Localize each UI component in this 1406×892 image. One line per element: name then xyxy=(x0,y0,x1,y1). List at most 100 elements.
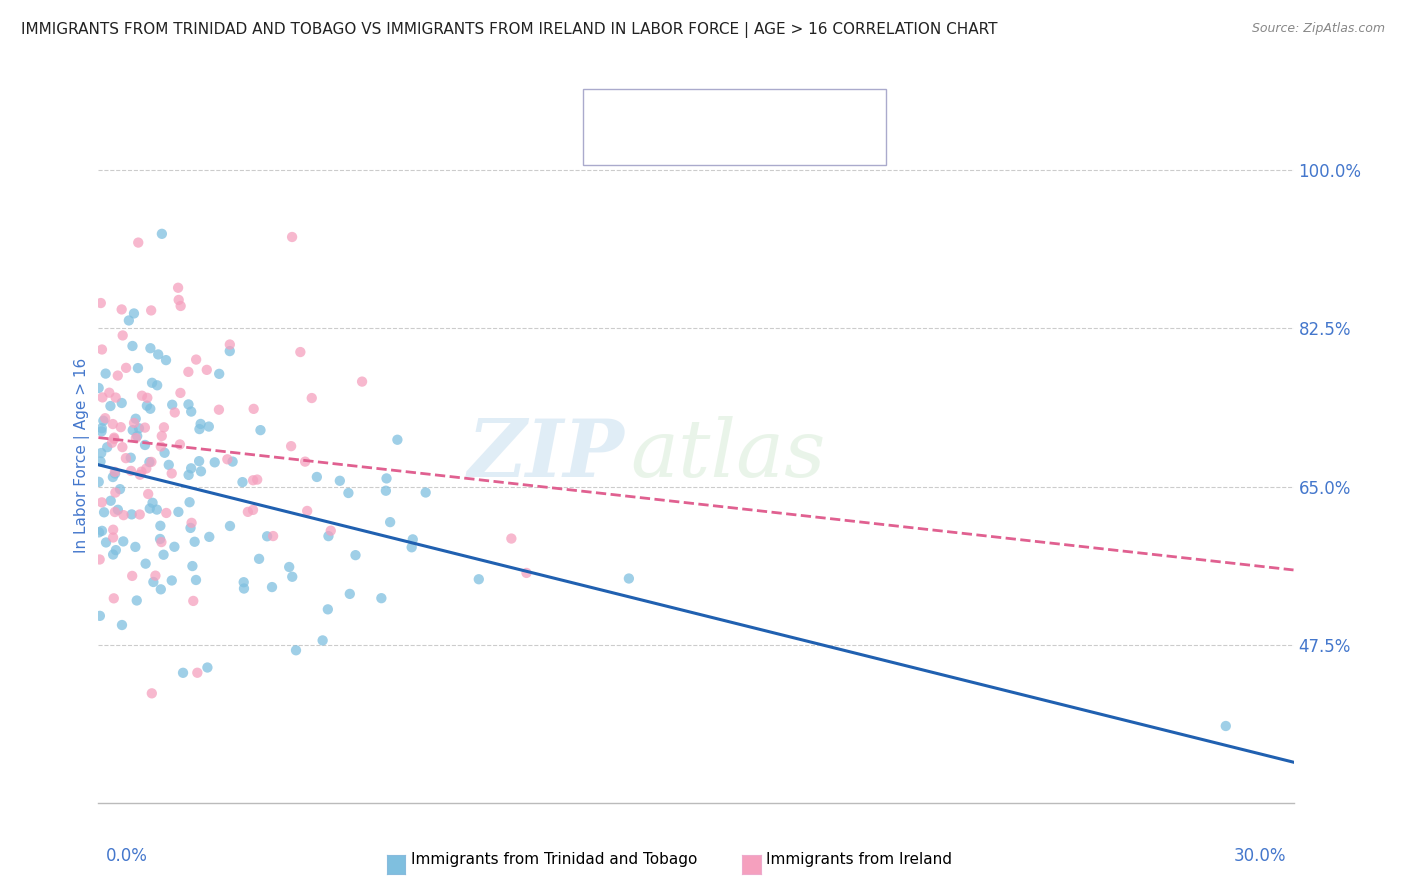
Point xyxy=(155,506,177,520)
Point xyxy=(190,417,212,431)
Point xyxy=(169,385,191,400)
Point xyxy=(141,455,163,469)
Point xyxy=(149,582,172,597)
Point xyxy=(188,454,211,468)
Point xyxy=(134,438,156,452)
Point xyxy=(149,532,172,546)
Point xyxy=(149,518,172,533)
Point xyxy=(104,543,127,558)
Point xyxy=(150,535,173,549)
Point xyxy=(190,464,212,478)
Point xyxy=(242,503,264,517)
Point xyxy=(89,454,111,468)
Point xyxy=(122,306,145,320)
Point xyxy=(1215,719,1237,733)
Point xyxy=(127,429,149,443)
Point xyxy=(280,439,302,453)
Point xyxy=(219,519,242,533)
Point xyxy=(90,425,112,439)
Point xyxy=(344,548,367,562)
Point xyxy=(218,337,240,351)
Point xyxy=(111,302,134,317)
Point xyxy=(186,665,208,680)
Point xyxy=(177,467,200,482)
Point xyxy=(177,397,200,411)
Point xyxy=(208,402,231,417)
Y-axis label: In Labor Force | Age > 16: In Labor Force | Age > 16 xyxy=(75,358,90,552)
Point xyxy=(152,548,174,562)
Point xyxy=(195,363,218,377)
Point xyxy=(180,461,202,475)
Point xyxy=(180,404,202,418)
Point xyxy=(402,533,425,547)
Point xyxy=(139,341,162,355)
Point xyxy=(141,303,163,318)
Point xyxy=(129,467,152,482)
Text: N =: N = xyxy=(721,134,758,152)
Point xyxy=(115,451,138,466)
Text: Source: ZipAtlas.com: Source: ZipAtlas.com xyxy=(1251,22,1385,36)
Point xyxy=(121,339,143,353)
Point xyxy=(94,411,117,425)
Text: -0.091: -0.091 xyxy=(662,134,721,152)
Point xyxy=(149,440,172,454)
Point xyxy=(104,391,127,405)
Text: atlas: atlas xyxy=(630,417,825,493)
Point xyxy=(94,367,117,381)
Point xyxy=(104,505,127,519)
Point xyxy=(93,505,115,519)
Point xyxy=(319,524,342,538)
Text: -0.431: -0.431 xyxy=(662,102,721,120)
Point xyxy=(337,486,360,500)
Point xyxy=(107,368,129,383)
Point xyxy=(172,665,194,680)
Point xyxy=(155,353,177,368)
Point xyxy=(100,399,122,413)
Text: Immigrants from Trinidad and Tobago: Immigrants from Trinidad and Tobago xyxy=(411,853,697,867)
Point xyxy=(103,432,125,446)
Point xyxy=(262,529,284,543)
Point xyxy=(145,568,167,582)
Point xyxy=(188,422,211,436)
Point xyxy=(100,493,122,508)
Point xyxy=(249,423,271,437)
Point xyxy=(184,573,207,587)
Point xyxy=(153,420,176,434)
Point xyxy=(246,473,269,487)
Point xyxy=(150,429,173,443)
Point xyxy=(87,475,110,489)
Point xyxy=(370,591,392,606)
Point xyxy=(101,470,124,484)
Point xyxy=(148,347,170,361)
Point xyxy=(108,482,131,496)
Text: R =: R = xyxy=(626,102,662,120)
Point xyxy=(87,525,110,540)
Point xyxy=(89,552,111,566)
Text: R =: R = xyxy=(626,134,662,152)
Point xyxy=(515,566,537,580)
Point xyxy=(125,411,148,425)
Point xyxy=(96,440,118,454)
Point xyxy=(112,534,135,549)
Point xyxy=(177,365,200,379)
Point xyxy=(374,483,396,498)
Point xyxy=(112,508,135,523)
Point xyxy=(295,504,318,518)
Point xyxy=(217,452,239,467)
Point xyxy=(183,534,205,549)
Point xyxy=(198,419,221,434)
Text: 113: 113 xyxy=(755,102,790,120)
Point xyxy=(135,461,157,475)
Text: 0.0%: 0.0% xyxy=(105,847,148,864)
Point xyxy=(120,450,142,465)
Point xyxy=(131,389,153,403)
Point xyxy=(103,591,125,606)
Point xyxy=(93,414,115,428)
Point xyxy=(136,391,159,405)
Point xyxy=(160,467,183,481)
Point xyxy=(387,433,409,447)
Point xyxy=(101,435,124,450)
Point xyxy=(311,633,333,648)
Point xyxy=(141,496,163,510)
Point xyxy=(111,328,134,343)
